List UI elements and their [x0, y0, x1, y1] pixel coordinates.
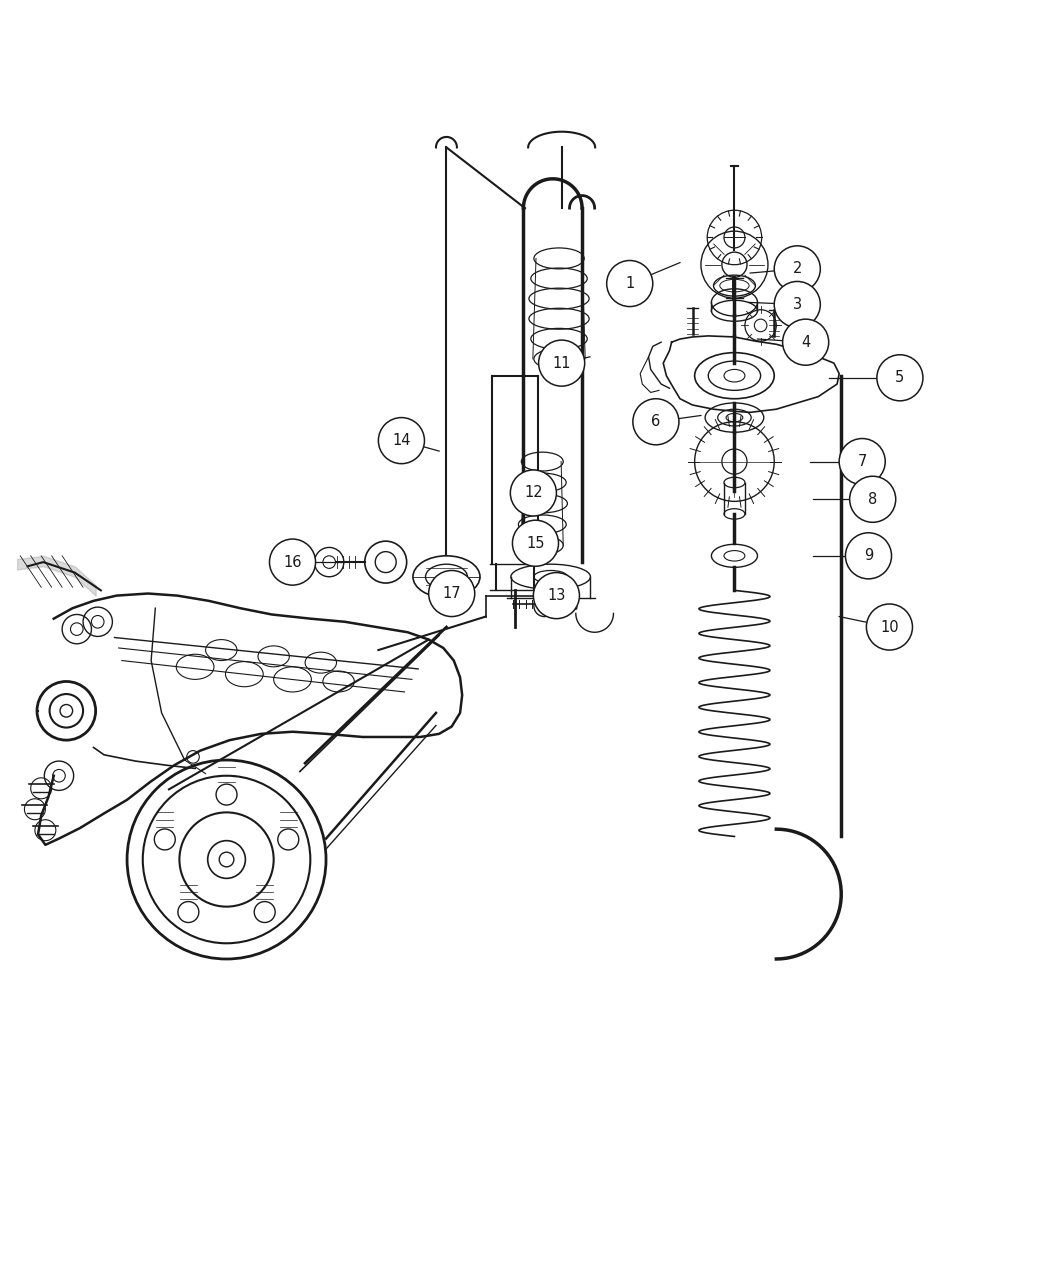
Circle shape [270, 539, 316, 585]
Circle shape [539, 340, 585, 386]
Circle shape [849, 477, 896, 523]
Circle shape [533, 572, 580, 618]
Circle shape [877, 354, 923, 400]
Text: 10: 10 [880, 620, 899, 635]
Text: 1: 1 [625, 277, 634, 291]
Circle shape [845, 533, 891, 579]
Circle shape [607, 260, 653, 306]
Circle shape [774, 246, 820, 292]
Text: 13: 13 [547, 588, 566, 603]
Text: 3: 3 [793, 297, 802, 312]
Circle shape [633, 399, 679, 445]
Circle shape [774, 282, 820, 328]
Text: 14: 14 [393, 434, 411, 448]
Text: 9: 9 [864, 548, 874, 564]
Circle shape [428, 570, 475, 617]
Text: 15: 15 [526, 536, 545, 551]
Text: 6: 6 [651, 414, 660, 430]
Circle shape [512, 520, 559, 566]
Circle shape [782, 319, 828, 365]
Text: 12: 12 [524, 486, 543, 501]
Circle shape [510, 470, 556, 516]
Text: 4: 4 [801, 334, 811, 349]
Text: 7: 7 [858, 454, 867, 469]
Text: 16: 16 [284, 555, 301, 570]
Text: 8: 8 [868, 492, 878, 506]
Text: 17: 17 [442, 586, 461, 601]
Circle shape [866, 604, 912, 650]
Circle shape [378, 418, 424, 464]
Text: 11: 11 [552, 356, 571, 371]
Text: 5: 5 [896, 370, 904, 385]
Circle shape [839, 439, 885, 484]
Text: 2: 2 [793, 261, 802, 277]
